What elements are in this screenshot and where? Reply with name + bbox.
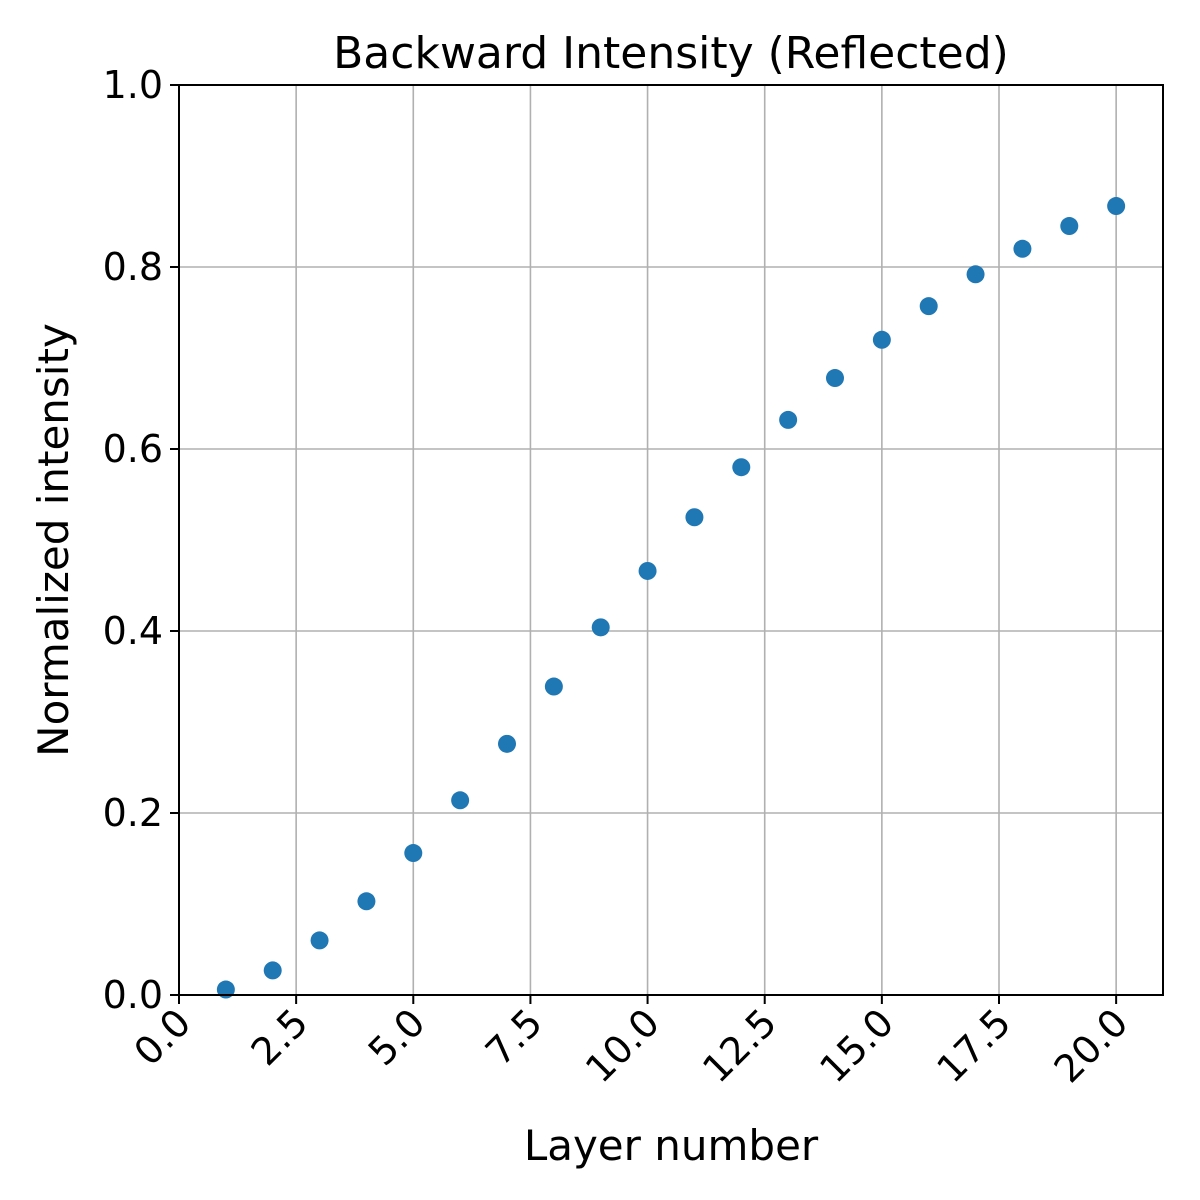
x-tick-label: 17.5 (928, 1000, 1019, 1091)
y-tick-label: 0.6 (103, 427, 163, 471)
data-point (451, 791, 470, 810)
data-point (1013, 239, 1032, 258)
y-axis-label: Normalized intensity (29, 323, 78, 757)
data-point (826, 369, 844, 388)
data-point (404, 844, 423, 863)
plot-frame (178, 84, 1164, 996)
y-tick-label: 0.4 (103, 609, 163, 653)
y-tick-label: 0.8 (103, 245, 163, 289)
data-points (216, 197, 1126, 999)
data-point (685, 508, 704, 527)
data-point (779, 410, 798, 429)
x-tick-label: 20.0 (1046, 1000, 1137, 1091)
x-tick-label: 7.5 (477, 1000, 551, 1074)
data-point (919, 297, 938, 316)
data-point (638, 561, 657, 580)
data-point (357, 892, 376, 911)
data-point (498, 734, 516, 753)
x-tick-label: 5.0 (360, 1000, 434, 1074)
y-tick-label: 0.2 (103, 791, 163, 835)
data-point (263, 961, 282, 980)
data-point (310, 931, 329, 950)
x-axis-label: Layer number (524, 1121, 819, 1170)
data-point (1060, 217, 1079, 236)
axis-ticks: 0.0 2.5 5.0 7.5 10.0 12.5 15.0 17.5 20.00.00.20.… (103, 63, 1137, 1091)
x-tick-label: 10.0 (577, 1000, 668, 1091)
chart-title: Backward Intensity (Reflected) (333, 28, 1009, 79)
grid (178, 84, 1163, 996)
data-point (966, 265, 985, 284)
data-point (732, 458, 751, 477)
y-tick-label: 1.0 (103, 63, 163, 107)
y-tick-label: 0.0 (103, 973, 163, 1017)
x-tick-label: 12.5 (694, 1000, 785, 1091)
data-point (872, 330, 891, 349)
data-point (544, 677, 563, 696)
data-point (591, 618, 610, 637)
data-point (1107, 197, 1126, 216)
x-tick-label: 15.0 (811, 1000, 902, 1091)
x-tick-label: 2.5 (243, 1000, 317, 1074)
